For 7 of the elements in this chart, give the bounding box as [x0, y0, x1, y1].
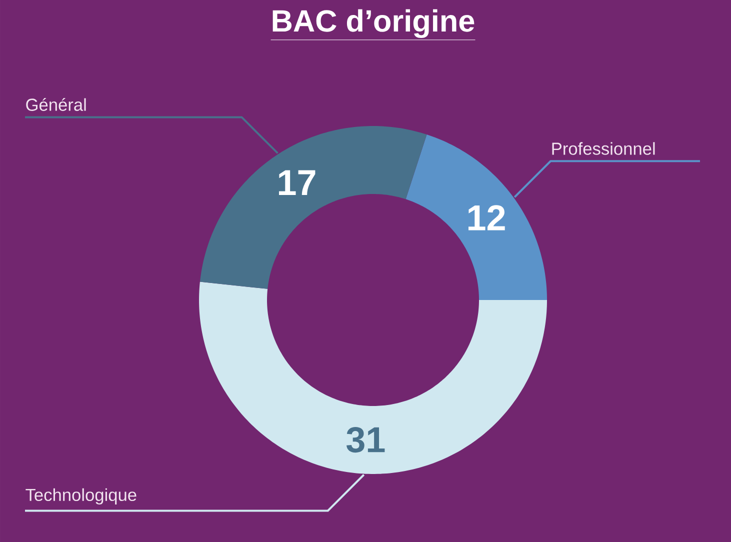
data-label: 31 [346, 427, 385, 453]
slice-label: Professionnel [552, 142, 655, 155]
data-label: 12 [468, 205, 505, 230]
chart-title: BAC d’origine [272, 9, 474, 38]
slice-label: Technologique [26, 488, 136, 504]
slice-label: Général [26, 98, 86, 111]
data-label: 17 [278, 170, 316, 195]
